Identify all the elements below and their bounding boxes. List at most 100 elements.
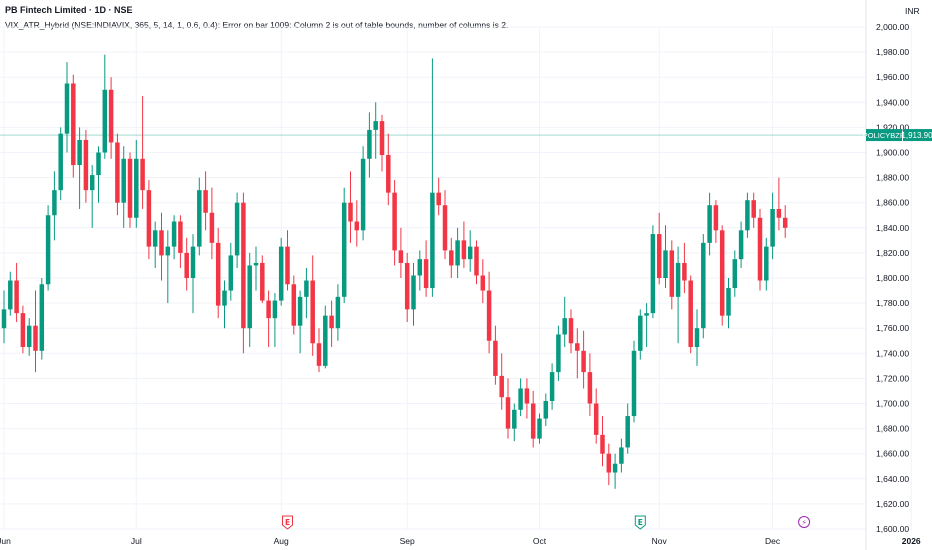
candle-up[interactable]: [663, 250, 668, 278]
candle-down[interactable]: [115, 142, 120, 203]
candle-up[interactable]: [549, 372, 555, 401]
candle-down[interactable]: [291, 284, 297, 326]
candle-up[interactable]: [253, 262, 259, 266]
candle-up[interactable]: [625, 416, 630, 448]
candle-up[interactable]: [64, 83, 70, 134]
candle-up[interactable]: [430, 192, 435, 289]
candle-down[interactable]: [14, 280, 19, 314]
candle-up[interactable]: [297, 296, 303, 326]
earnings-event-icon[interactable]: [282, 515, 293, 530]
candle-up[interactable]: [323, 315, 328, 366]
candle-up[interactable]: [222, 290, 227, 306]
candle-down[interactable]: [486, 290, 492, 341]
candle-down[interactable]: [669, 250, 675, 297]
earnings-event-icon[interactable]: [634, 515, 646, 530]
candle-down[interactable]: [480, 275, 486, 291]
candle-up[interactable]: [272, 300, 278, 319]
candle-down[interactable]: [600, 434, 605, 454]
candle-down[interactable]: [241, 202, 246, 329]
candle-up[interactable]: [45, 215, 51, 285]
candle-down[interactable]: [505, 397, 511, 429]
candle-down[interactable]: [461, 240, 467, 260]
candle-down[interactable]: [108, 89, 114, 143]
candle-down[interactable]: [606, 453, 612, 473]
candle-down[interactable]: [474, 246, 479, 276]
candle-up[interactable]: [518, 388, 523, 410]
candle-up[interactable]: [152, 230, 158, 247]
candle-up[interactable]: [341, 202, 347, 297]
candle-down[interactable]: [260, 262, 265, 301]
candle-down[interactable]: [713, 205, 719, 231]
candle-down[interactable]: [178, 221, 183, 253]
candle-down[interactable]: [524, 388, 530, 404]
candle-down[interactable]: [140, 158, 145, 191]
candle-up[interactable]: [171, 221, 177, 247]
candle-up[interactable]: [278, 246, 284, 301]
candle-up[interactable]: [694, 328, 700, 348]
candle-up[interactable]: [197, 190, 202, 247]
candle-up[interactable]: [467, 246, 473, 260]
candle-up[interactable]: [631, 350, 637, 417]
candle-down[interactable]: [379, 121, 385, 156]
candle-up[interactable]: [562, 318, 567, 335]
candle-up[interactable]: [8, 280, 13, 310]
candle-up[interactable]: [726, 288, 731, 316]
candle-down[interactable]: [499, 375, 504, 398]
candle-down[interactable]: [682, 262, 687, 281]
candle-down[interactable]: [83, 139, 89, 191]
candle-down[interactable]: [587, 372, 593, 404]
candle-down[interactable]: [568, 318, 574, 344]
candle-up[interactable]: [335, 296, 341, 329]
candle-down[interactable]: [719, 230, 725, 316]
candle-down[interactable]: [20, 313, 26, 348]
candle-up[interactable]: [89, 175, 95, 191]
candle-down[interactable]: [688, 280, 693, 348]
candle-up[interactable]: [417, 259, 423, 276]
candle-down[interactable]: [310, 280, 315, 344]
candle-up[interactable]: [96, 152, 101, 176]
candle-up[interactable]: [367, 129, 372, 159]
candle-down[interactable]: [146, 190, 152, 247]
candle-up[interactable]: [77, 139, 82, 166]
candle-up[interactable]: [121, 158, 126, 203]
candle-up[interactable]: [190, 246, 196, 278]
candle-down[interactable]: [392, 192, 397, 251]
candle-up[interactable]: [455, 240, 460, 266]
candle-down[interactable]: [354, 221, 360, 231]
candle-up[interactable]: [675, 262, 681, 297]
candle-down[interactable]: [127, 158, 133, 218]
candle-down[interactable]: [404, 262, 410, 310]
candle-down[interactable]: [593, 403, 599, 435]
candle-down[interactable]: [751, 200, 756, 218]
candle-down[interactable]: [266, 300, 271, 319]
candle-up[interactable]: [26, 325, 32, 348]
candle-up[interactable]: [543, 400, 549, 419]
candle-up[interactable]: [745, 200, 750, 231]
candle-down[interactable]: [493, 340, 498, 376]
candle-up[interactable]: [644, 313, 649, 316]
candle-up[interactable]: [52, 190, 57, 216]
candle-up[interactable]: [619, 447, 624, 464]
split-event-icon[interactable]: [798, 516, 811, 528]
candle-up[interactable]: [1, 309, 7, 329]
candle-up[interactable]: [701, 242, 706, 329]
candle-down[interactable]: [398, 250, 404, 263]
candle-down[interactable]: [575, 343, 580, 351]
candle-up[interactable]: [770, 208, 775, 247]
candle-down[interactable]: [215, 242, 221, 306]
candle-down[interactable]: [316, 343, 322, 366]
candle-up[interactable]: [556, 334, 561, 373]
candle-down[interactable]: [757, 217, 763, 281]
candle-down[interactable]: [436, 192, 441, 206]
candle-up[interactable]: [732, 259, 738, 289]
candle-up[interactable]: [512, 409, 517, 429]
candle-down[interactable]: [348, 202, 353, 222]
candle-down[interactable]: [33, 325, 38, 351]
candle-down[interactable]: [329, 315, 334, 329]
candle-down[interactable]: [782, 217, 788, 228]
candle-up[interactable]: [134, 158, 139, 218]
candle-up[interactable]: [360, 158, 366, 231]
candle-down[interactable]: [442, 205, 448, 251]
candle-down[interactable]: [449, 250, 454, 266]
